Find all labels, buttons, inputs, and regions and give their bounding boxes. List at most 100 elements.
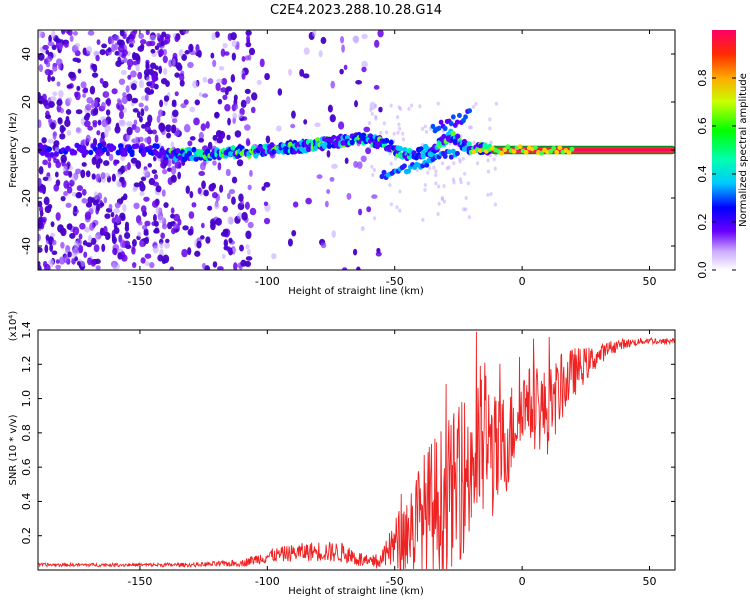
spectrogram-noise-point (219, 184, 224, 193)
spectrogram-noise-point (41, 216, 47, 223)
spectrogram-noise-point (187, 140, 193, 147)
spectrogram-noise-point (118, 78, 126, 85)
spectrogram-noise-point (432, 165, 436, 170)
spectrogram-noise-point (118, 99, 123, 107)
spectrogram-noise-point (107, 47, 112, 53)
spectrogram-branch-point (442, 153, 448, 159)
colorbar-gradient (712, 30, 736, 270)
spectrogram-noise-point (241, 55, 246, 62)
spectrogram-noise-point (90, 100, 96, 109)
spectrogram-noise-point (140, 205, 147, 213)
spectrogram-noise-point (118, 110, 124, 120)
spectrogram-noise-point (92, 120, 98, 125)
spectrogram-noise-point (493, 166, 497, 171)
spectrogram-noise-point (45, 114, 52, 120)
spectrogram-noise-point (106, 97, 111, 107)
spectrogram-noise-point (91, 63, 97, 69)
spectrogram-noise-point (85, 46, 93, 55)
spectrogram-noise-point (133, 202, 140, 210)
spectrogram-noise-point (200, 123, 207, 132)
spectrogram-noise-point (96, 130, 101, 136)
spectrogram-noise-point (472, 140, 476, 145)
spectrogram-noise-point (52, 91, 58, 97)
snr-panel: -150 -100 -50 0 50 0.2 0.4 0.6 0.8 1.0 1.2 1.4 Heig… (8, 311, 676, 597)
spectrogram-noise-point (421, 217, 425, 222)
spectrogram-noise-point (225, 168, 231, 177)
spectrogram-noise-point (241, 211, 248, 221)
spectrogram-noise-point (154, 65, 159, 71)
spectrogram-noise-point (38, 91, 41, 100)
spectrogram-noise-point (38, 200, 43, 208)
spectrogram-noise-point (72, 226, 80, 236)
spectrogram-noise-point (130, 70, 137, 78)
spectrogram-noise-point (356, 161, 363, 169)
spectrogram-ridge-point (205, 148, 211, 155)
spectrogram-ridge-point (147, 144, 153, 151)
spectrogram-noise-point (148, 177, 156, 186)
spectrogram-noise-point (119, 215, 126, 221)
snr-xlabel: Height of straight line (km) (288, 586, 424, 597)
spectrogram-noise-point (394, 156, 398, 161)
spectrogram-noise-point (115, 216, 121, 224)
spectrogram-noise-point (81, 139, 87, 146)
spectrogram-noise-point (66, 186, 73, 194)
spectrogram-noise-point (137, 220, 143, 226)
spectrogram-noise-point (54, 38, 62, 43)
spectrogram-noise-point (207, 78, 214, 85)
spectrogram-ridge-point (38, 142, 43, 149)
spectrogram-noise-point (157, 215, 165, 224)
spectrogram-noise-point (114, 42, 118, 51)
spectrogram-noise-point (56, 99, 63, 107)
spectrogram-noise-point (382, 121, 386, 126)
spectrogram-noise-point (67, 97, 73, 103)
spectrogram-noise-point (48, 100, 55, 108)
spectrogram-noise-point (461, 156, 465, 161)
spectrogram-carrier-point (539, 150, 544, 156)
spectrogram-noise-point (291, 110, 296, 119)
spectrogram-noise-point (76, 85, 81, 92)
spectrogram-noise-point (340, 36, 345, 44)
spectrogram-noise-point (104, 213, 111, 219)
spectrogram-noise-point (326, 189, 331, 194)
spectrogram-noise-point (371, 194, 378, 199)
spectrogram-noise-point (436, 211, 440, 216)
spectrogram-noise-point (55, 161, 62, 169)
spectrogram-noise-point (226, 246, 232, 252)
spectrogram-noise-point (64, 119, 71, 128)
spectrogram-ytick-label: 0 (20, 147, 33, 154)
spectrogram-noise-point (437, 184, 441, 189)
spectrogram-carrier-point (511, 149, 517, 154)
spectrogram-noise-point (117, 56, 121, 63)
spectrogram-noise-point (101, 43, 108, 49)
spectrogram-noise-point (207, 141, 213, 150)
spectrogram-noise-point (140, 108, 145, 117)
spectrogram-branch-point (430, 123, 436, 130)
spectrogram-noise-point (372, 168, 376, 173)
spectrogram-noise-point (105, 109, 111, 116)
spectrogram-noise-point (83, 120, 91, 128)
spectrogram-noise-point (156, 115, 161, 123)
spectrogram-noise-point (194, 99, 200, 106)
spectrogram-noise-point (105, 172, 110, 179)
spectrogram-noise-point (374, 104, 378, 109)
spectrogram-noise-point (130, 83, 137, 91)
spectrogram-noise-point (211, 32, 217, 41)
spectrogram-noise-point (118, 119, 125, 126)
spectrogram-noise-point (56, 81, 61, 87)
spectrogram-noise-point (216, 137, 223, 144)
spectrogram-noise-point (45, 55, 53, 62)
spectrogram-noise-point (161, 258, 167, 264)
spectrogram-noise-point (395, 115, 400, 120)
spectrogram-ridge-point (134, 143, 140, 149)
spectrogram-noise-point (344, 157, 349, 164)
spectrogram-noise-point (174, 35, 180, 43)
spectrogram-noise-point (126, 58, 134, 68)
spectrogram-ridge-point (129, 151, 135, 158)
spectrogram-carrier-point (532, 145, 538, 151)
colorbar-tick-label: 0.2 (696, 213, 709, 231)
spectrogram-branch-point (454, 150, 460, 157)
figure-title: C2E4.2023.288.10.28.G14 (270, 3, 442, 18)
spectrogram-noise-point (58, 90, 64, 98)
spectrogram-noise-point (271, 253, 277, 260)
spectrogram-noise-point (159, 35, 165, 42)
